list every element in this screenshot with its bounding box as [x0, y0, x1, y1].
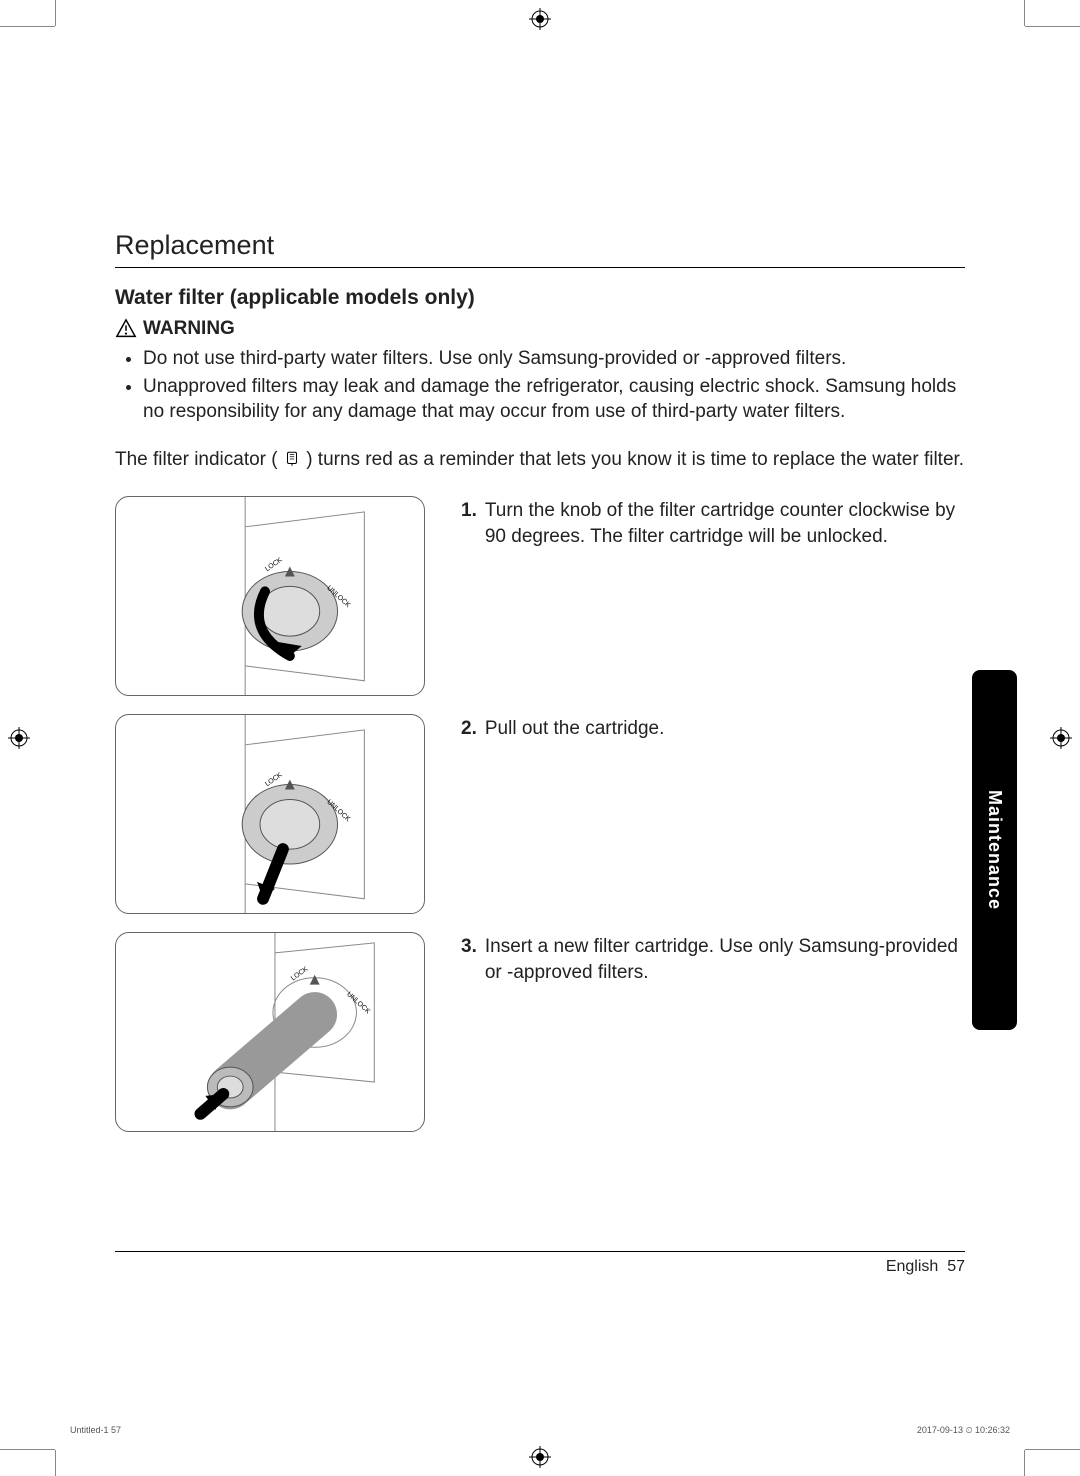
- lock-label: LOCK: [264, 556, 284, 573]
- step-number: 1.: [461, 498, 477, 551]
- crop-mark: [1025, 1449, 1080, 1450]
- filter-insert-illustration: LOCK UNLOCK: [116, 933, 424, 1132]
- step-text: 1. Turn the knob of the filter cartridge…: [461, 496, 965, 551]
- warning-row: WARNING: [115, 318, 965, 340]
- step-item: LOCK UNLOCK 1. Turn the knob of the filt…: [115, 496, 965, 696]
- warning-label: WARNING: [143, 318, 235, 340]
- registration-mark-icon: [529, 8, 551, 30]
- step-number: 3.: [461, 934, 477, 987]
- unlock-label: UNLOCK: [345, 990, 371, 1015]
- step-item: LOCK UNLOCK 2. Pull out the cartridge.: [115, 714, 965, 914]
- warning-bullets: Do not use third-party water filters. Us…: [115, 346, 965, 425]
- step-item: LOCK UNLOCK 3. Insert a new filter cartr…: [115, 932, 965, 1132]
- page-content: Replacement Water filter (applicable mod…: [115, 230, 965, 1276]
- warning-triangle-icon: [115, 318, 137, 340]
- print-footer: Untitled-1 57 2017-09-13 ⏲ 10:26:32: [70, 1425, 1010, 1436]
- footer-language: English: [886, 1258, 938, 1275]
- step-number: 2.: [461, 716, 477, 743]
- section-tab-label: Maintenance: [984, 790, 1005, 910]
- intro-paragraph: The filter indicator ( ) turns red as a …: [115, 447, 965, 474]
- section-tab: Maintenance: [972, 670, 1017, 1030]
- registration-mark-icon: [529, 1446, 551, 1468]
- footer-rule: [115, 1251, 965, 1252]
- figure-1: LOCK UNLOCK: [115, 496, 425, 696]
- crop-mark: [1025, 26, 1080, 27]
- filter-turn-illustration: LOCK UNLOCK: [116, 497, 424, 696]
- registration-mark-icon: [8, 727, 30, 749]
- intro-text-before: The filter indicator (: [115, 449, 278, 470]
- list-item: Unapproved filters may leak and damage t…: [143, 374, 965, 425]
- section-heading: Replacement: [115, 230, 965, 268]
- filter-pull-illustration: LOCK UNLOCK: [116, 715, 424, 914]
- crop-mark: [0, 1449, 55, 1450]
- crop-mark: [55, 1450, 56, 1476]
- figure-2: LOCK UNLOCK: [115, 714, 425, 914]
- step-text: 3. Insert a new filter cartridge. Use on…: [461, 932, 965, 987]
- steps-list: LOCK UNLOCK 1. Turn the knob of the filt…: [115, 496, 965, 1132]
- filter-indicator-icon: [283, 450, 301, 468]
- crop-mark: [1024, 0, 1025, 26]
- step-body: Turn the knob of the filter cartridge co…: [485, 498, 965, 551]
- print-timestamp: 2017-09-13 ⏲ 10:26:32: [917, 1425, 1010, 1436]
- step-text: 2. Pull out the cartridge.: [461, 714, 965, 743]
- subsection-heading: Water filter (applicable models only): [115, 286, 965, 310]
- crop-mark: [1024, 1450, 1025, 1476]
- list-item: Do not use third-party water filters. Us…: [143, 346, 965, 372]
- crop-mark: [55, 0, 56, 26]
- registration-mark-icon: [1050, 727, 1072, 749]
- print-file-label: Untitled-1 57: [70, 1425, 121, 1436]
- step-body: Pull out the cartridge.: [485, 716, 665, 743]
- page-number: 57: [947, 1258, 965, 1275]
- intro-text-after: ) turns red as a reminder that lets you …: [306, 449, 964, 470]
- crop-mark: [0, 26, 55, 27]
- figure-3: LOCK UNLOCK: [115, 932, 425, 1132]
- footer-text: English 57: [115, 1258, 965, 1276]
- step-body: Insert a new filter cartridge. Use only …: [485, 934, 965, 987]
- page-footer: English 57: [115, 1251, 965, 1276]
